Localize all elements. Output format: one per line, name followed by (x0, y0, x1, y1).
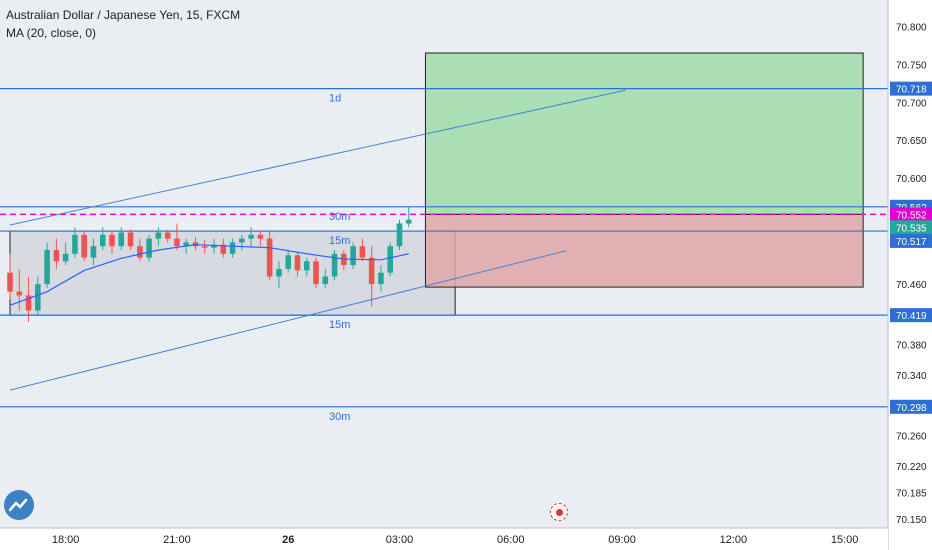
level-label: 30m (329, 211, 350, 223)
ma-line (9, 244, 409, 306)
candle-body (396, 223, 403, 247)
price-tick-label: 70.460 (896, 280, 927, 291)
candle-body (387, 246, 393, 273)
price-tag (890, 233, 932, 248)
price-tick-label: 70.600 (896, 174, 927, 185)
price-tag-label: 70.517 (896, 237, 927, 248)
price-tick-label: 70.700 (896, 98, 927, 109)
candle-body (25, 295, 32, 311)
time-tick-label: 12:00 (720, 534, 748, 546)
time-tick-label: 18:00 (52, 534, 80, 546)
target-zone (424, 52, 864, 215)
price-tag-label: 70.535 (896, 223, 927, 234)
price-tag-label: 70.298 (896, 403, 927, 414)
candle-body (229, 242, 236, 254)
candle-body (257, 234, 264, 239)
candle-body (137, 246, 143, 258)
time-tick-label: 26 (282, 534, 294, 546)
candle-body (285, 255, 291, 269)
candle-body (81, 234, 87, 258)
stop-zone (424, 213, 864, 288)
candle-body (303, 261, 310, 271)
price-tick-label: 70.220 (896, 462, 927, 473)
candle-body (183, 242, 189, 247)
candle-body (276, 268, 282, 277)
candle-body (313, 261, 319, 285)
candle-body (164, 232, 171, 239)
price-tag (890, 81, 932, 96)
candle-body (127, 232, 134, 247)
price-tick-label: 70.750 (896, 60, 927, 71)
candle-body (368, 257, 375, 285)
candle-body (118, 232, 125, 247)
price-tick-label: 70.650 (896, 136, 927, 147)
time-tick-label: 09:00 (608, 534, 636, 546)
candle-body (211, 244, 217, 248)
candle-body (174, 238, 180, 247)
candle-body (99, 234, 106, 247)
price-tag (890, 220, 932, 235)
candle-body (350, 246, 356, 266)
time-tick-label: 03:00 (386, 534, 414, 546)
trend-line (9, 250, 567, 391)
symbol-title[interactable]: Australian Dollar / Japanese Yen, 15, FX… (6, 8, 241, 22)
candle-body (201, 246, 208, 248)
candle-body (35, 284, 41, 311)
price-tick-label: 70.260 (896, 432, 927, 443)
level-label: 15m (329, 319, 350, 331)
price-tick-label: 70.800 (896, 23, 927, 34)
price-tag-label: 70.419 (896, 311, 927, 322)
candle-body (359, 246, 366, 258)
price-tag (890, 308, 932, 323)
ma-indicator-label[interactable]: MA (20, close, 0) (6, 26, 97, 40)
price-tick-label: 70.185 (896, 488, 927, 499)
candle-body (322, 276, 329, 285)
candle-body (220, 244, 227, 254)
level-label: 30m (329, 411, 350, 423)
candle-body (44, 249, 50, 285)
record-dot-icon[interactable] (550, 503, 568, 521)
candle-body (294, 255, 301, 271)
tradingview-logo-icon[interactable] (4, 490, 34, 520)
trend-line (9, 89, 626, 226)
chart-legend: Australian Dollar / Japanese Yen, 15, FX… (6, 6, 240, 42)
candle-body (155, 232, 162, 239)
level-label: 15m (329, 235, 350, 247)
time-tick-label: 21:00 (163, 534, 191, 546)
candle-body (146, 238, 152, 258)
price-tick-label: 70.340 (896, 371, 927, 382)
price-tag-label: 70.552 (896, 210, 927, 221)
candle-body (90, 246, 97, 258)
candle-body (266, 238, 273, 277)
candle-body (331, 253, 338, 277)
candle-body (405, 219, 412, 224)
price-tick-label: 70.150 (896, 515, 927, 526)
candle-body (16, 291, 23, 296)
price-tag (890, 399, 932, 414)
time-tick-label: 06:00 (497, 534, 525, 546)
candle-body (7, 272, 13, 292)
candle-body (62, 253, 69, 262)
price-tag-label: 70.718 (896, 85, 927, 96)
time-tick-label: 15:00 (831, 534, 859, 546)
candle-body (248, 234, 254, 239)
candle-body (239, 238, 245, 243)
candle-body (53, 249, 60, 262)
record-dot (555, 508, 563, 516)
price-tag (890, 207, 932, 222)
candle-body (378, 272, 384, 285)
time-axis-background (0, 528, 888, 550)
candle-body (109, 234, 115, 247)
level-label: 1d (329, 93, 341, 105)
price-tick-label: 70.380 (896, 341, 927, 352)
candle-body (72, 234, 78, 254)
